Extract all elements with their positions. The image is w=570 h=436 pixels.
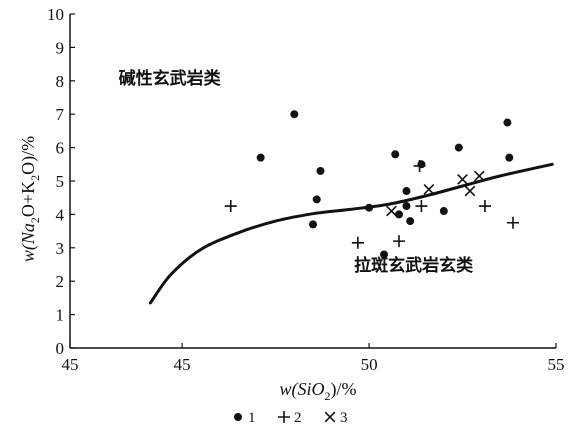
dot-point — [417, 160, 426, 169]
cross-point — [386, 205, 397, 217]
dot-point — [503, 118, 512, 127]
y-axis-title: w(Na2O+K2O)/% — [18, 136, 42, 262]
x-axis-title: w(SiO2)/% — [280, 379, 357, 403]
y-tick-label: 3 — [56, 239, 65, 258]
boundary-curve — [148, 162, 554, 305]
plus-point — [413, 159, 426, 172]
x-tick-label: 55 — [548, 355, 565, 374]
dot-point — [365, 203, 374, 212]
dot-point — [290, 110, 299, 119]
plus-point — [415, 200, 428, 213]
plus-point — [392, 235, 405, 248]
y-tick-label: 5 — [56, 172, 65, 191]
dot-point — [402, 202, 411, 211]
x-tick-label: 45 — [62, 355, 79, 374]
alkaline-tholeiite-boundary-curve — [148, 162, 554, 305]
dot-point — [391, 150, 400, 159]
y-tick-label: 1 — [56, 306, 65, 325]
cross-point — [464, 185, 476, 197]
legend: 1 2 3 — [234, 410, 348, 426]
legend-label: 2 — [294, 410, 302, 426]
plus-point — [224, 200, 237, 213]
plus-point — [507, 216, 520, 229]
legend-label: 1 — [248, 410, 256, 426]
y-tick-label: 10 — [47, 5, 64, 24]
data-points — [224, 110, 520, 259]
y-tick-label: 6 — [56, 139, 65, 158]
dot-point — [256, 153, 265, 162]
y-tick-label: 2 — [56, 272, 65, 291]
dot-point — [316, 166, 325, 175]
dot-point — [380, 250, 389, 259]
region-label: 碱性玄武岩类 — [119, 68, 222, 89]
dot-point — [402, 187, 411, 196]
y-tick-label: 8 — [56, 72, 65, 91]
cross-point — [423, 183, 435, 195]
legend-dot-marker — [234, 413, 242, 421]
y-tick-label: 4 — [56, 205, 65, 224]
dot-point — [505, 153, 514, 162]
dot-point — [309, 220, 317, 229]
dot-point — [312, 195, 321, 204]
plus-point — [478, 200, 491, 213]
legend-plus-marker — [278, 411, 290, 423]
region-label: 拉斑玄武岩玄类 — [354, 255, 474, 276]
dot-point — [406, 217, 415, 226]
dot-point — [394, 210, 403, 219]
plus-point — [351, 236, 364, 249]
cross-point — [457, 173, 468, 185]
y-tick-label: 0 — [56, 339, 65, 358]
x-tick-label: 45 — [174, 355, 191, 374]
legend-cross-marker — [324, 411, 336, 423]
x-tick-label: 50 — [361, 355, 378, 374]
legend-label: 3 — [340, 410, 348, 426]
dot-point — [439, 207, 448, 216]
cross-point — [473, 170, 485, 182]
y-tick-label: 9 — [56, 38, 65, 57]
dot-point — [454, 143, 463, 152]
y-tick-label: 7 — [56, 105, 65, 124]
